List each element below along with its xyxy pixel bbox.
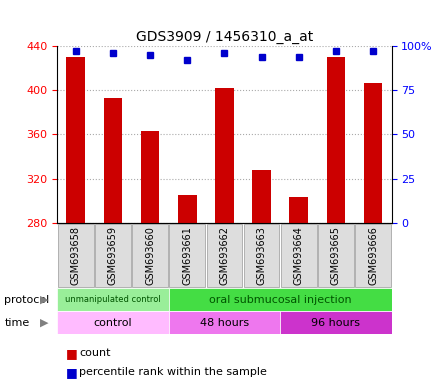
Text: count: count bbox=[79, 348, 111, 358]
Text: GSM693659: GSM693659 bbox=[108, 226, 118, 285]
FancyBboxPatch shape bbox=[58, 224, 94, 287]
Title: GDS3909 / 1456310_a_at: GDS3909 / 1456310_a_at bbox=[136, 30, 313, 44]
FancyBboxPatch shape bbox=[244, 224, 279, 287]
Text: oral submucosal injection: oral submucosal injection bbox=[209, 295, 352, 305]
Bar bbox=[66, 57, 85, 223]
Text: GSM693664: GSM693664 bbox=[294, 226, 304, 285]
Text: percentile rank within the sample: percentile rank within the sample bbox=[79, 367, 267, 377]
Text: GSM693658: GSM693658 bbox=[71, 226, 81, 285]
FancyBboxPatch shape bbox=[355, 224, 391, 287]
Bar bbox=[178, 195, 197, 223]
FancyBboxPatch shape bbox=[169, 224, 205, 287]
Text: 96 hours: 96 hours bbox=[312, 318, 360, 328]
Bar bbox=[290, 197, 308, 223]
Text: ▶: ▶ bbox=[40, 295, 48, 305]
Bar bbox=[215, 88, 234, 223]
Text: GSM693661: GSM693661 bbox=[182, 226, 192, 285]
Bar bbox=[364, 83, 382, 223]
FancyBboxPatch shape bbox=[318, 224, 354, 287]
Bar bbox=[104, 98, 122, 223]
Bar bbox=[57, 288, 169, 311]
FancyBboxPatch shape bbox=[281, 224, 316, 287]
Bar bbox=[280, 311, 392, 334]
Bar bbox=[169, 311, 280, 334]
Text: GSM693666: GSM693666 bbox=[368, 226, 378, 285]
Text: ■: ■ bbox=[66, 366, 78, 379]
Text: ■: ■ bbox=[66, 347, 78, 360]
Text: GSM693665: GSM693665 bbox=[331, 226, 341, 285]
Text: control: control bbox=[94, 318, 132, 328]
FancyBboxPatch shape bbox=[206, 224, 242, 287]
Text: GSM693662: GSM693662 bbox=[220, 226, 229, 285]
Bar bbox=[169, 288, 392, 311]
Bar bbox=[252, 170, 271, 223]
Text: time: time bbox=[4, 318, 29, 328]
Text: GSM693660: GSM693660 bbox=[145, 226, 155, 285]
Bar bbox=[57, 311, 169, 334]
Text: ▶: ▶ bbox=[40, 318, 48, 328]
Bar bbox=[141, 131, 159, 223]
Bar bbox=[326, 57, 345, 223]
Text: protocol: protocol bbox=[4, 295, 50, 305]
FancyBboxPatch shape bbox=[132, 224, 168, 287]
Text: unmanipulated control: unmanipulated control bbox=[65, 295, 161, 304]
FancyBboxPatch shape bbox=[95, 224, 131, 287]
Text: GSM693663: GSM693663 bbox=[257, 226, 267, 285]
Text: 48 hours: 48 hours bbox=[200, 318, 249, 328]
